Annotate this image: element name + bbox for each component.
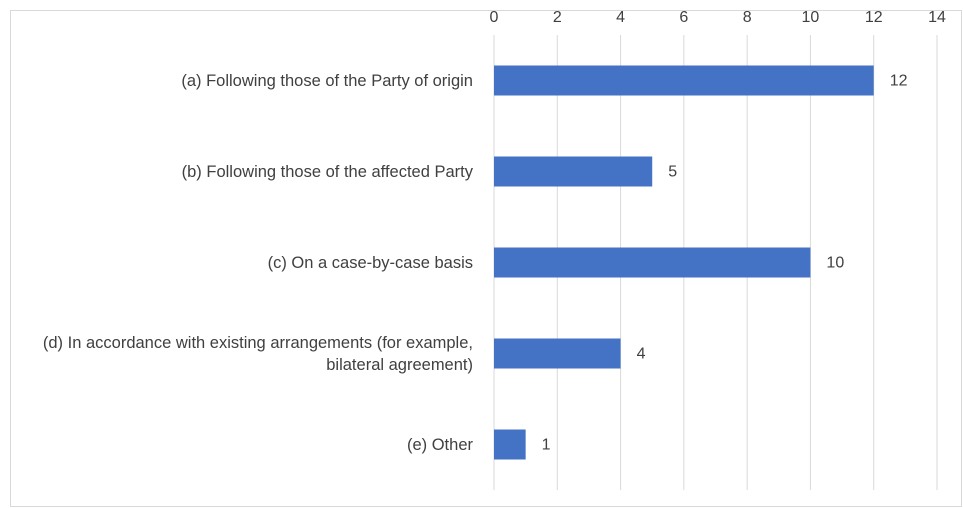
category-label: (d) In accordance with existing arrangem… [42,333,473,374]
value-label: 4 [637,346,646,363]
x-tick-label: 6 [679,9,688,26]
x-tick-label: 8 [743,9,752,26]
x-tick-label: 12 [865,9,883,26]
value-label: 1 [542,437,551,454]
value-label: 5 [668,164,677,181]
value-label: 10 [826,255,844,272]
x-tick-label: 4 [616,9,625,26]
bar [494,247,811,278]
bar [494,338,621,369]
category-label: (a) Following those of the Party of orig… [181,71,473,90]
bar [494,429,526,460]
value-label: 12 [890,73,908,90]
x-tick-label: 10 [802,9,820,26]
bar [494,65,874,96]
bar [494,156,653,187]
x-tick-label: 2 [553,9,562,26]
x-tick-label: 14 [928,9,946,26]
x-tick-label: 0 [490,9,499,26]
category-label: (e) Other [406,435,473,454]
chart-border [10,10,962,507]
category-label: (b) Following those of the affected Part… [181,162,473,181]
category-label: (c) On a case-by-case basis [267,253,473,272]
